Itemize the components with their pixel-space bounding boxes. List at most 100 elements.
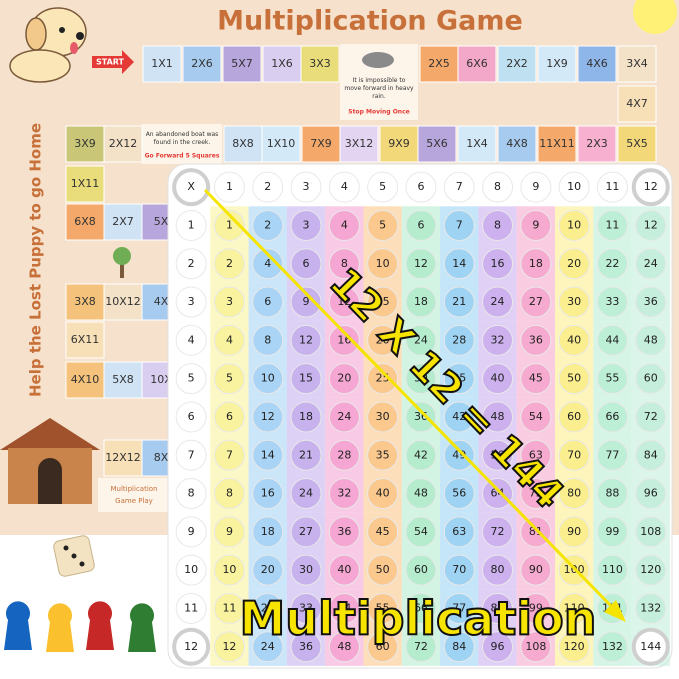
bubble	[558, 592, 590, 624]
bubble	[328, 286, 360, 318]
grid: X 1 2 3 4 5 6 7 8 9 10 11 121 1 2 3 4 5 6 7 8 9 10 11 122 2 4 6 8 10 1…	[172, 168, 670, 666]
cell-number: 32	[337, 487, 351, 500]
board-square	[65, 321, 105, 359]
bubble	[482, 554, 514, 586]
bubble	[482, 592, 514, 624]
square-label: 2X6	[191, 57, 213, 70]
bubble	[558, 248, 590, 280]
bubble	[405, 516, 437, 548]
bubble	[367, 286, 399, 318]
cell-number: 12	[644, 218, 658, 231]
bubble	[405, 171, 437, 203]
corner-circle	[631, 627, 670, 666]
square-label: 1X4	[466, 137, 488, 150]
cell-number: 24	[337, 410, 351, 423]
cell-number: 40	[567, 333, 581, 346]
cell-number: 21	[452, 295, 466, 308]
bubble	[596, 171, 628, 203]
arrow-head	[604, 600, 626, 622]
board-square	[617, 45, 657, 83]
bubble	[367, 554, 399, 586]
bubble	[175, 554, 207, 586]
bubble	[635, 286, 667, 318]
bubble	[443, 209, 475, 241]
bubble	[328, 554, 360, 586]
cell-number: 5	[188, 372, 195, 385]
cell-number: 6	[264, 295, 271, 308]
bubble	[213, 554, 245, 586]
cell-number: 35	[452, 372, 466, 385]
square-label: 5X	[154, 215, 169, 228]
square-label: 2X3	[586, 137, 608, 150]
cell-number: 70	[567, 448, 581, 461]
board-square	[65, 165, 105, 203]
cell-number: 10	[222, 563, 236, 576]
bubble	[558, 209, 590, 241]
square-label: 10X12	[105, 295, 141, 308]
square-label: 4X6	[586, 57, 608, 70]
bubble	[252, 439, 284, 471]
cell-number: 88	[605, 487, 619, 500]
board-square	[577, 125, 617, 163]
bubble	[635, 363, 667, 395]
bubble	[367, 439, 399, 471]
cell-number: 21	[299, 448, 313, 461]
cell-number: 24	[261, 640, 275, 653]
bubble	[520, 592, 552, 624]
cell-number: 77	[452, 601, 466, 614]
bubble	[635, 592, 667, 624]
bubble	[596, 209, 628, 241]
bubble	[443, 248, 475, 280]
cell-number: 56	[452, 487, 466, 500]
cell-number: 27	[529, 295, 543, 308]
cell-number: 2	[264, 218, 271, 231]
cell-number: 15	[376, 295, 390, 308]
cell-number: 8	[494, 218, 501, 231]
bubble	[520, 171, 552, 203]
bubble	[482, 516, 514, 548]
cell-number: 54	[529, 410, 543, 423]
square-label: 9X9	[388, 137, 410, 150]
bubble	[520, 401, 552, 433]
cell-number: 30	[299, 563, 313, 576]
bubble	[520, 363, 552, 395]
cell-number: 144	[640, 640, 661, 653]
bubble	[213, 209, 245, 241]
bubble	[175, 286, 207, 318]
dice-pip	[79, 561, 85, 567]
cell-number: 11	[222, 601, 236, 614]
cell-number: 7	[456, 180, 463, 193]
cell-number: 42	[414, 448, 428, 461]
cell-number: 10	[376, 257, 390, 270]
bubble	[367, 478, 399, 510]
bubble	[290, 478, 322, 510]
bubble	[252, 554, 284, 586]
cell-number: 10	[567, 218, 581, 231]
bubble	[596, 554, 628, 586]
bubble	[213, 439, 245, 471]
cell-number: 64	[491, 487, 505, 500]
bubble	[405, 324, 437, 356]
cell-number: 4	[341, 180, 348, 193]
bubble	[175, 324, 207, 356]
cloud	[362, 52, 394, 68]
bubble	[482, 631, 514, 663]
bubble	[558, 171, 590, 203]
side-text: Help the Lost Puppy to go Home	[27, 123, 45, 397]
square-label: 10X	[150, 373, 172, 386]
cell-number: X	[187, 180, 195, 193]
bubble	[596, 478, 628, 510]
cell-number: 8	[264, 333, 271, 346]
corner-circle	[172, 627, 211, 666]
cell-number: 4	[226, 333, 233, 346]
cell-number: 110	[564, 601, 585, 614]
bubble	[443, 439, 475, 471]
bubble	[520, 554, 552, 586]
bubble	[213, 631, 245, 663]
bubble	[405, 363, 437, 395]
bubble	[290, 171, 322, 203]
board-square	[223, 125, 263, 163]
tree-trunk	[120, 260, 124, 278]
board-square	[617, 125, 657, 163]
